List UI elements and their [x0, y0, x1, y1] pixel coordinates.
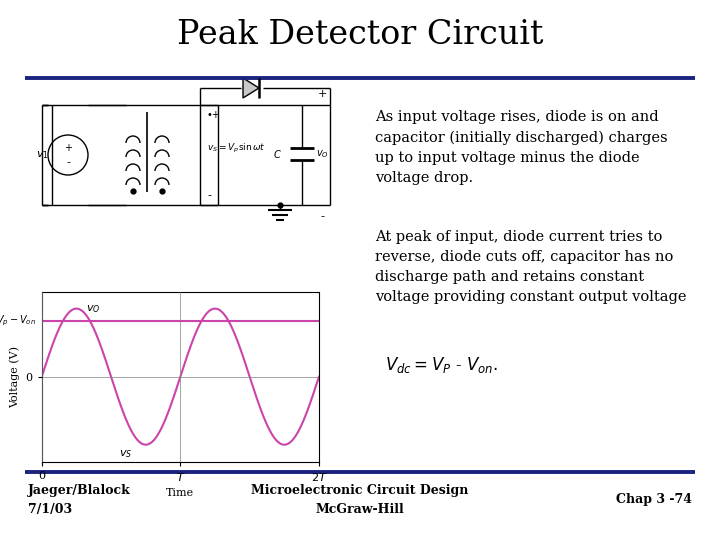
Text: Microelectronic Circuit Design
McGraw-Hill: Microelectronic Circuit Design McGraw-Hi… [251, 484, 469, 516]
Text: As input voltage rises, diode is on and
capacitor (initially discharged) charges: As input voltage rises, diode is on and … [375, 110, 667, 185]
Text: $V_p - V_{on}$: $V_p - V_{on}$ [0, 314, 36, 328]
Text: $v_S = V_p \sin\omega t$: $v_S = V_p \sin\omega t$ [207, 141, 266, 154]
Y-axis label: Voltage (V): Voltage (V) [9, 346, 20, 408]
Text: Peak Detector Circuit: Peak Detector Circuit [176, 19, 544, 51]
Text: -: - [207, 190, 211, 200]
Text: -: - [320, 211, 324, 221]
Text: Jaeger/Blalock
7/1/03: Jaeger/Blalock 7/1/03 [28, 484, 131, 516]
Text: -: - [66, 157, 70, 167]
Text: $v_1$: $v_1$ [35, 149, 48, 161]
Text: $C$: $C$ [273, 148, 282, 160]
Text: $v_S$: $v_S$ [119, 448, 132, 460]
Polygon shape [243, 78, 259, 98]
X-axis label: Time: Time [166, 488, 194, 498]
Text: $v_O$: $v_O$ [316, 148, 329, 160]
Text: $v_O$: $v_O$ [86, 303, 100, 315]
Text: $V_{dc} = V_P$ - $V_{on}.$: $V_{dc} = V_P$ - $V_{on}.$ [385, 355, 498, 375]
Text: Chap 3 -74: Chap 3 -74 [616, 494, 692, 507]
Text: At peak of input, diode current tries to
reverse, diode cuts off, capacitor has : At peak of input, diode current tries to… [375, 230, 686, 304]
Text: •+: •+ [207, 110, 221, 120]
Text: +: + [318, 89, 327, 99]
Text: +: + [64, 143, 72, 153]
